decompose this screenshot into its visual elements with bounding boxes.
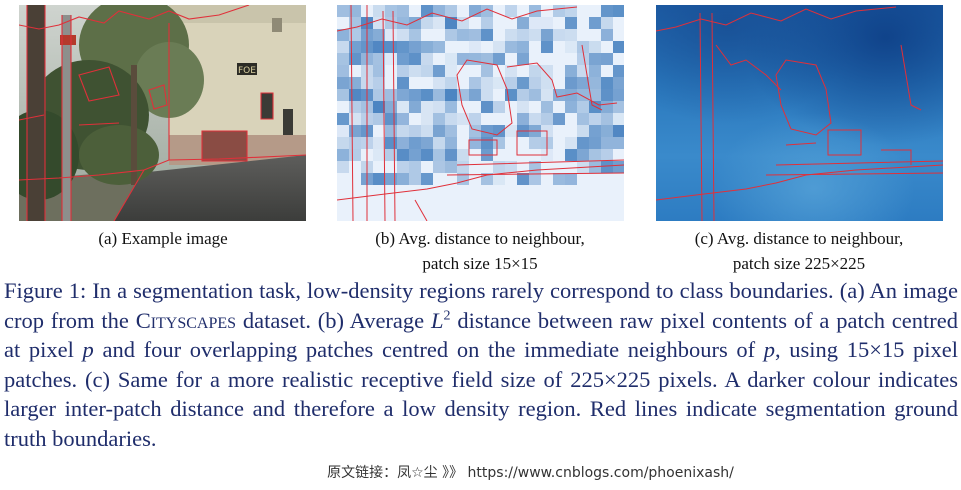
caption-b-mid2: and four overlapping patches centred on … (102, 337, 756, 363)
example-image: FOE (19, 5, 306, 221)
caption-b-prefix: (b) Average (317, 307, 425, 333)
subcaption-c: (c) Avg. distance to neighbour, patch si… (694, 229, 904, 273)
l-power: 2 (443, 308, 451, 324)
source-watermark: 原文链接：凤☆尘 》》 https://www.cnblogs.com/phoe… (327, 465, 734, 481)
dataset-name: Cityscapes (135, 307, 237, 333)
caption-b-end: , using 15×15 pixel patches. (4, 337, 959, 392)
sign-text: FOE (238, 66, 256, 76)
caption-b-mid: distance between raw pixel contents of a… (4, 307, 958, 363)
caption-a-prefix: (a) An image crop from the (4, 278, 958, 333)
subcaption-b: (b) Avg. distance to neighbour, patch si… (375, 229, 585, 273)
subcaption-a: (a) Example image (98, 229, 228, 248)
p-symbol: p (82, 337, 94, 363)
caption-a-suffix: dataset. (242, 307, 311, 333)
distance-map-15 (337, 5, 624, 221)
figure-caption: Figure 1: In a segmentation task, low-de… (4, 276, 958, 454)
l-symbol: L (430, 307, 444, 333)
caption-c-text: (c) Same for a more realistic receptive … (4, 366, 958, 451)
caption-sentence1: In a segmentation task, low-density regi… (92, 278, 834, 303)
distance-map-225 (656, 5, 943, 221)
p-symbol-2: p (763, 337, 776, 363)
caption-label: Figure 1: (4, 278, 87, 303)
